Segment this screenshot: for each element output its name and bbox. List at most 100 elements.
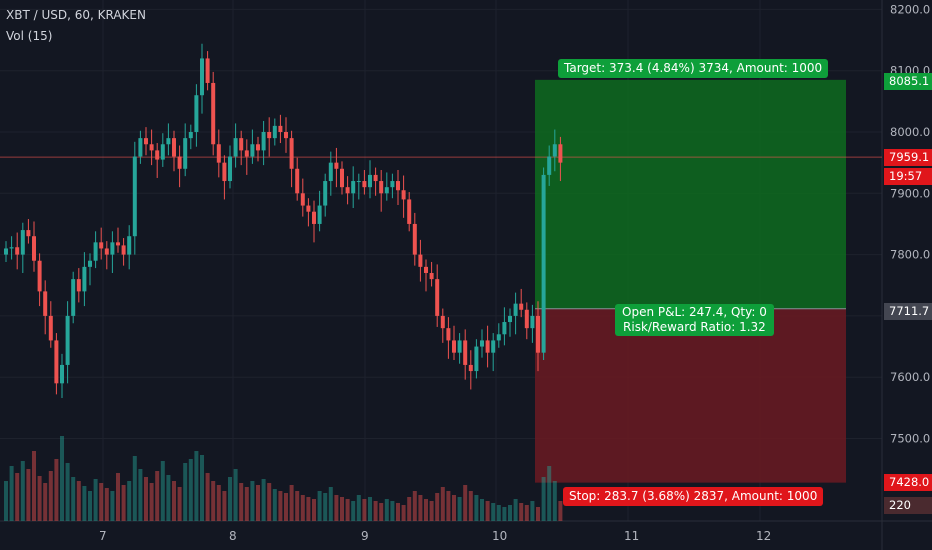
candle-body bbox=[211, 82, 216, 145]
candle-body bbox=[244, 150, 249, 157]
candle-body bbox=[138, 138, 143, 157]
volume-bar bbox=[435, 493, 440, 521]
volume-bar bbox=[429, 501, 434, 521]
candle-body bbox=[261, 132, 266, 151]
candle-body bbox=[116, 242, 120, 246]
price-axis[interactable]: 8200.08100.08000.07900.07800.07700.07600… bbox=[890, 2, 930, 445]
entry-price-label: 7711.7 bbox=[884, 303, 932, 320]
volume-bar bbox=[345, 499, 350, 521]
volume-bar bbox=[256, 485, 260, 521]
candle-body bbox=[345, 187, 350, 194]
volume-bar bbox=[312, 499, 316, 521]
volume-bar bbox=[60, 436, 64, 521]
candle-body bbox=[93, 242, 98, 261]
candle-body bbox=[373, 174, 378, 182]
stop-label[interactable]: Stop: 283.7 (3.68%) 2837, Amount: 1000 bbox=[563, 487, 824, 506]
volume-bar bbox=[172, 481, 176, 521]
candle-body bbox=[289, 138, 294, 169]
candle-body bbox=[379, 181, 384, 194]
volume-bar bbox=[496, 505, 501, 521]
candle-body bbox=[485, 340, 490, 353]
volume-bar bbox=[267, 483, 272, 521]
volume-bar bbox=[121, 485, 126, 521]
volume-bar bbox=[502, 507, 507, 521]
target-price-label: 8085.1 bbox=[884, 73, 932, 90]
price-tick-label: 7600.0 bbox=[890, 370, 930, 384]
volume-bar bbox=[289, 485, 294, 521]
candle-body bbox=[541, 174, 546, 353]
volume-indicator-label[interactable]: Vol (15) bbox=[6, 29, 53, 43]
candle-body bbox=[71, 279, 76, 316]
time-tick-label: 9 bbox=[361, 529, 369, 543]
volume-bar bbox=[127, 481, 132, 521]
volume-bar bbox=[104, 488, 109, 521]
volume-bar bbox=[340, 497, 344, 521]
time-axis[interactable]: 7 8 9 10 11 12 bbox=[99, 529, 771, 543]
volume-bar bbox=[362, 499, 367, 521]
candle-body bbox=[530, 315, 535, 329]
symbol-title[interactable]: XBT / USD, 60, KRAKEN bbox=[6, 8, 146, 22]
volume-bar bbox=[54, 459, 59, 521]
candle-body bbox=[216, 144, 221, 163]
candle-body bbox=[547, 156, 552, 175]
volume-bar bbox=[463, 485, 468, 521]
volume-bar bbox=[536, 507, 540, 521]
volume-bar bbox=[457, 497, 462, 521]
volume-bar bbox=[110, 491, 115, 521]
candle-body bbox=[536, 315, 540, 353]
volume-bar bbox=[513, 499, 518, 521]
target-label[interactable]: Target: 373.4 (4.84%) 3734, Amount: 1000 bbox=[558, 59, 829, 78]
candle-body bbox=[412, 223, 417, 255]
volume-bar bbox=[468, 491, 473, 521]
volume-bar bbox=[491, 503, 496, 521]
volume-bars bbox=[4, 436, 563, 521]
time-tick-label: 7 bbox=[99, 529, 107, 543]
volume-bar bbox=[82, 486, 87, 521]
volume-bar bbox=[228, 477, 232, 521]
candle-body bbox=[267, 132, 272, 139]
candle-body bbox=[496, 334, 501, 341]
volume-bar bbox=[356, 495, 361, 521]
candle-body bbox=[132, 156, 137, 237]
candle-body bbox=[513, 303, 518, 316]
volume-bar bbox=[32, 451, 36, 521]
candle-body bbox=[194, 95, 199, 132]
volume-bar bbox=[547, 466, 552, 521]
volume-bar bbox=[306, 497, 311, 521]
candle-body bbox=[306, 205, 311, 212]
loss-zone bbox=[535, 308, 846, 483]
candle-body bbox=[446, 328, 451, 341]
pnl-label[interactable]: Open P&L: 247.4, Qty: 0 Risk/Reward Rati… bbox=[615, 304, 774, 336]
volume-bar bbox=[390, 501, 395, 521]
volume-bar bbox=[328, 487, 333, 521]
candle-body bbox=[440, 315, 445, 329]
candle-body bbox=[222, 162, 227, 182]
candle-body bbox=[351, 181, 356, 194]
volume-bar bbox=[452, 495, 456, 521]
volume-bar bbox=[43, 483, 48, 521]
candle-body bbox=[15, 247, 20, 255]
volume-bar bbox=[99, 483, 104, 521]
volume-bar bbox=[48, 471, 53, 521]
volume-bar bbox=[76, 481, 81, 521]
volume-bar bbox=[138, 469, 143, 521]
volume-bar bbox=[508, 505, 512, 521]
volume-bar bbox=[519, 503, 524, 521]
candle-body bbox=[429, 272, 434, 280]
candle-body bbox=[300, 193, 305, 206]
candle-body bbox=[43, 291, 48, 316]
candle-body bbox=[491, 340, 496, 353]
candle-body bbox=[233, 138, 238, 157]
position-zones bbox=[0, 79, 882, 483]
candle-body bbox=[200, 58, 204, 96]
candle-body bbox=[463, 340, 468, 365]
open-pnl-text: Open P&L: 247.4, Qty: 0 bbox=[622, 305, 767, 319]
candle-body bbox=[524, 309, 529, 329]
volume-bar bbox=[418, 495, 423, 521]
last-price-label: 7959.1 bbox=[884, 149, 932, 166]
volume-bar bbox=[116, 473, 120, 521]
candle-body bbox=[317, 205, 322, 224]
candle-body bbox=[272, 125, 277, 139]
volume-bar bbox=[368, 497, 372, 521]
